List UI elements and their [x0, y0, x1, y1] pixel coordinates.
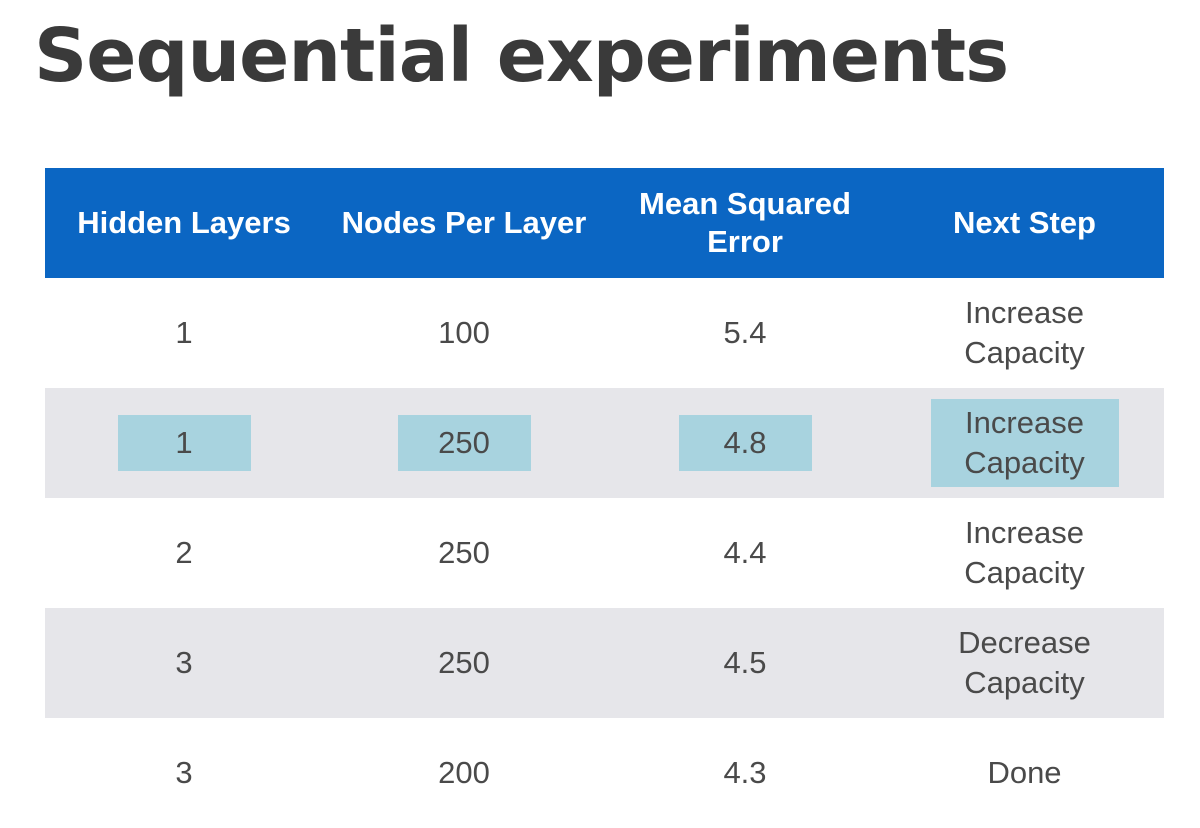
cell-nodes-per-layer: 100	[323, 278, 605, 388]
cell-text: Increase Capacity	[964, 295, 1085, 370]
slide-title: Sequential experiments	[34, 13, 1009, 99]
cell-text: 100	[438, 315, 490, 350]
cell-text: Increase Capacity	[964, 515, 1085, 590]
cell-next-step: Increase Capacity	[885, 278, 1164, 388]
header-cell-mean-squared-error: Mean Squared Error	[639, 186, 851, 259]
cell-hidden-layers: 1	[45, 278, 323, 388]
cell-hidden-layers: 2	[45, 498, 323, 608]
table-row-highlighted: 1 250 4.8 Increase Capacity	[45, 388, 1164, 498]
cell-text: 4.5	[723, 645, 767, 680]
cell-text: 250	[438, 535, 490, 570]
table-row: 3 250 4.5 Decrease Capacity	[45, 608, 1164, 718]
cell-text: 250	[438, 645, 490, 680]
highlighted-cell-text: 1	[117, 415, 251, 471]
cell-next-step: Increase Capacity	[885, 498, 1164, 608]
cell-text: 4.4	[723, 535, 767, 570]
highlighted-cell-text: Increase Capacity	[930, 399, 1119, 487]
table-row: 3 200 4.3 Done	[45, 718, 1164, 828]
table-row: 2 250 4.4 Increase Capacity	[45, 498, 1164, 608]
cell-text: 200	[438, 755, 490, 790]
table-header-row: Hidden Layers Nodes Per Layer Mean Squar…	[45, 168, 1164, 278]
cell-hidden-layers: 3	[45, 718, 323, 828]
header-cell-hidden-layers: Hidden Layers	[77, 205, 291, 240]
cell-text: 1	[175, 315, 193, 350]
table-row: 1 100 5.4 Increase Capacity	[45, 278, 1164, 388]
cell-next-step: Done	[885, 718, 1164, 828]
cell-nodes-per-layer: 250	[323, 388, 605, 498]
header-cell-next-step: Next Step	[953, 205, 1096, 240]
cell-next-step: Increase Capacity	[885, 388, 1164, 498]
cell-nodes-per-layer: 200	[323, 718, 605, 828]
cell-text: 3	[175, 755, 193, 790]
cell-next-step: Decrease Capacity	[885, 608, 1164, 718]
cell-text: 2	[175, 535, 193, 570]
cell-mse: 4.3	[605, 718, 885, 828]
cell-text: 5.4	[723, 315, 767, 350]
cell-mse: 4.5	[605, 608, 885, 718]
cell-nodes-per-layer: 250	[323, 498, 605, 608]
cell-text: Decrease Capacity	[958, 625, 1091, 700]
experiments-table: Hidden Layers Nodes Per Layer Mean Squar…	[45, 168, 1164, 828]
cell-hidden-layers: 3	[45, 608, 323, 718]
cell-text: Done	[987, 755, 1062, 790]
cell-text: 3	[175, 645, 193, 680]
cell-hidden-layers: 1	[45, 388, 323, 498]
cell-mse: 4.4	[605, 498, 885, 608]
cell-mse: 5.4	[605, 278, 885, 388]
cell-nodes-per-layer: 250	[323, 608, 605, 718]
cell-mse: 4.8	[605, 388, 885, 498]
highlighted-cell-text: 250	[397, 415, 531, 471]
header-cell-nodes-per-layer: Nodes Per Layer	[341, 205, 587, 240]
cell-text: 4.3	[723, 755, 767, 790]
highlighted-cell-text: 4.8	[678, 415, 812, 471]
